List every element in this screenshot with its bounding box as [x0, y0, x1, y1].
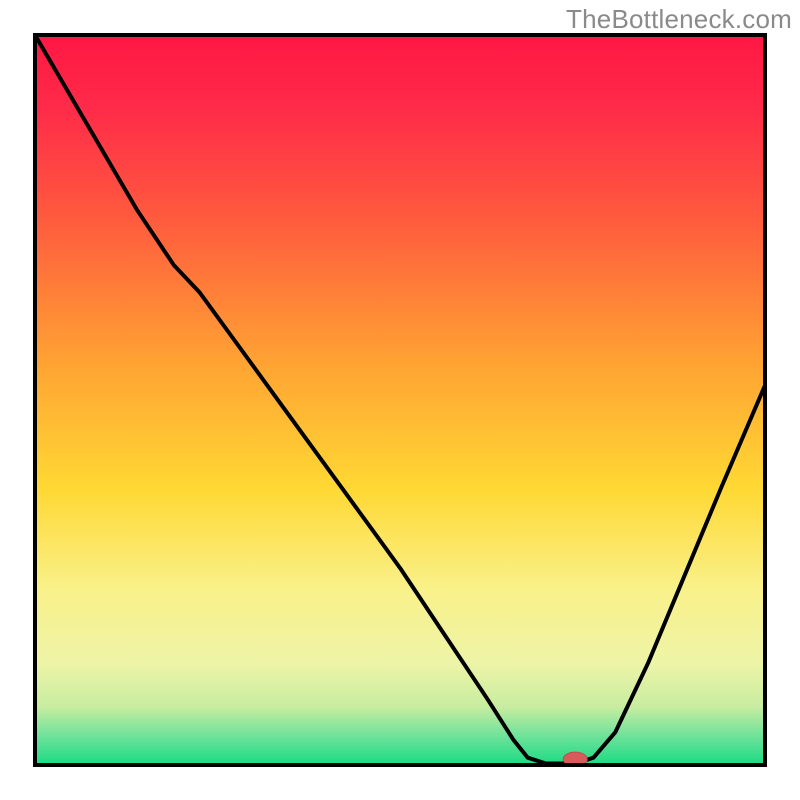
- watermark-text: TheBottleneck.com: [566, 4, 792, 35]
- bottleneck-chart: [0, 0, 800, 800]
- plot-background: [35, 35, 765, 765]
- chart-root: TheBottleneck.com: [0, 0, 800, 800]
